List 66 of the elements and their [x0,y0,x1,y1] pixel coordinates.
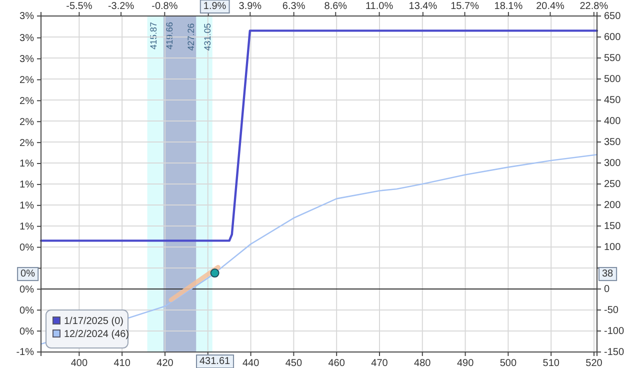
x2-tick-label: 6.3% [282,1,306,12]
y-tick-label: 100 [604,242,622,254]
y2-tick-label: 1% [20,222,34,233]
x2-tick-label: 11.0% [365,1,394,12]
y2-tick-label: 2% [20,96,34,107]
annotation: 1.9% [203,1,226,12]
annotation: 431.05 [202,23,212,51]
y2-tick-label: -1% [16,347,34,358]
y-tick-label: 250 [604,179,622,190]
annotation: 427.26 [186,23,196,51]
x-tick-label: 420 [156,358,174,368]
x2-tick-label: 20.4% [536,1,565,12]
y-tick-label: 550 [604,53,622,64]
annotation: 431.61 [199,356,231,367]
y2-tick-label: 2% [20,74,34,86]
x2-tick-label: 15.7% [450,1,480,12]
x-tick-label: 440 [242,358,260,368]
x-tick-label: 400 [70,358,88,368]
y2-tick-label: 1% [20,200,34,212]
band-label: 419.66 [164,22,175,50]
band-label: 415.87 [148,22,158,50]
legend-label: 1/17/2025 (0) [64,316,124,327]
y-tick-label: 300 [604,158,622,170]
y2-tick-label: 3% [20,33,34,44]
y2-tick-label: 2% [20,116,34,128]
x2-tick-label: -0.8% [152,1,178,12]
y-tick-label: 150 [604,221,622,232]
y-tick-label: 450 [604,95,622,106]
x2-tick-label: 13.4% [408,1,438,12]
x-tick-label: 480 [414,358,432,368]
x-tick-label: 490 [456,358,474,368]
x-tick-label: 520 [586,358,603,368]
y-tick-label: -150 [604,347,624,358]
x2-tick-label: 8.6% [324,1,348,12]
x-tick-label: 450 [285,358,302,368]
y-tick-label: 350 [604,137,622,148]
x2-tick-label: 18.1% [494,1,523,12]
y2-tick-label: 0% [20,284,34,296]
x-tick-label: 470 [371,358,388,368]
x2-tick-label: -5.5% [66,1,92,12]
y2-tick-label: 0% [20,326,34,338]
y2-tick-label: 0% [20,242,34,254]
y2-tick-label: 3% [20,11,34,22]
y-tick-label: 650 [604,11,622,22]
y2-tick-label: 0% [20,305,34,316]
legend-label: 12/2/2024 (46) [64,329,130,340]
y-tick-label: 600 [604,32,622,44]
y2-tick-label: 1% [20,158,34,170]
y-tick-label: 0 [604,284,610,296]
y2-tick-label: 1% [20,180,34,191]
y-tick-label: 400 [604,116,622,128]
x-tick-label: 460 [328,358,346,368]
x2-tick-label: 22.8% [580,1,608,12]
x-tick-label: 500 [500,358,517,368]
y2-tick-label: 2% [20,138,34,149]
x-tick-label: 510 [542,358,560,368]
y-tick-label: -50 [604,305,619,316]
annotation: 0% [20,268,36,280]
annotation: 38 [602,268,614,280]
x2-tick-label: -3.2% [108,1,134,12]
y-tick-label: 200 [604,200,622,212]
y-tick-label: -100 [604,326,624,338]
y-tick-label: 500 [604,74,622,86]
y2-tick-label: 3% [20,54,34,65]
x-tick-label: 410 [114,358,131,368]
x2-tick-label: 3.9% [238,1,262,12]
